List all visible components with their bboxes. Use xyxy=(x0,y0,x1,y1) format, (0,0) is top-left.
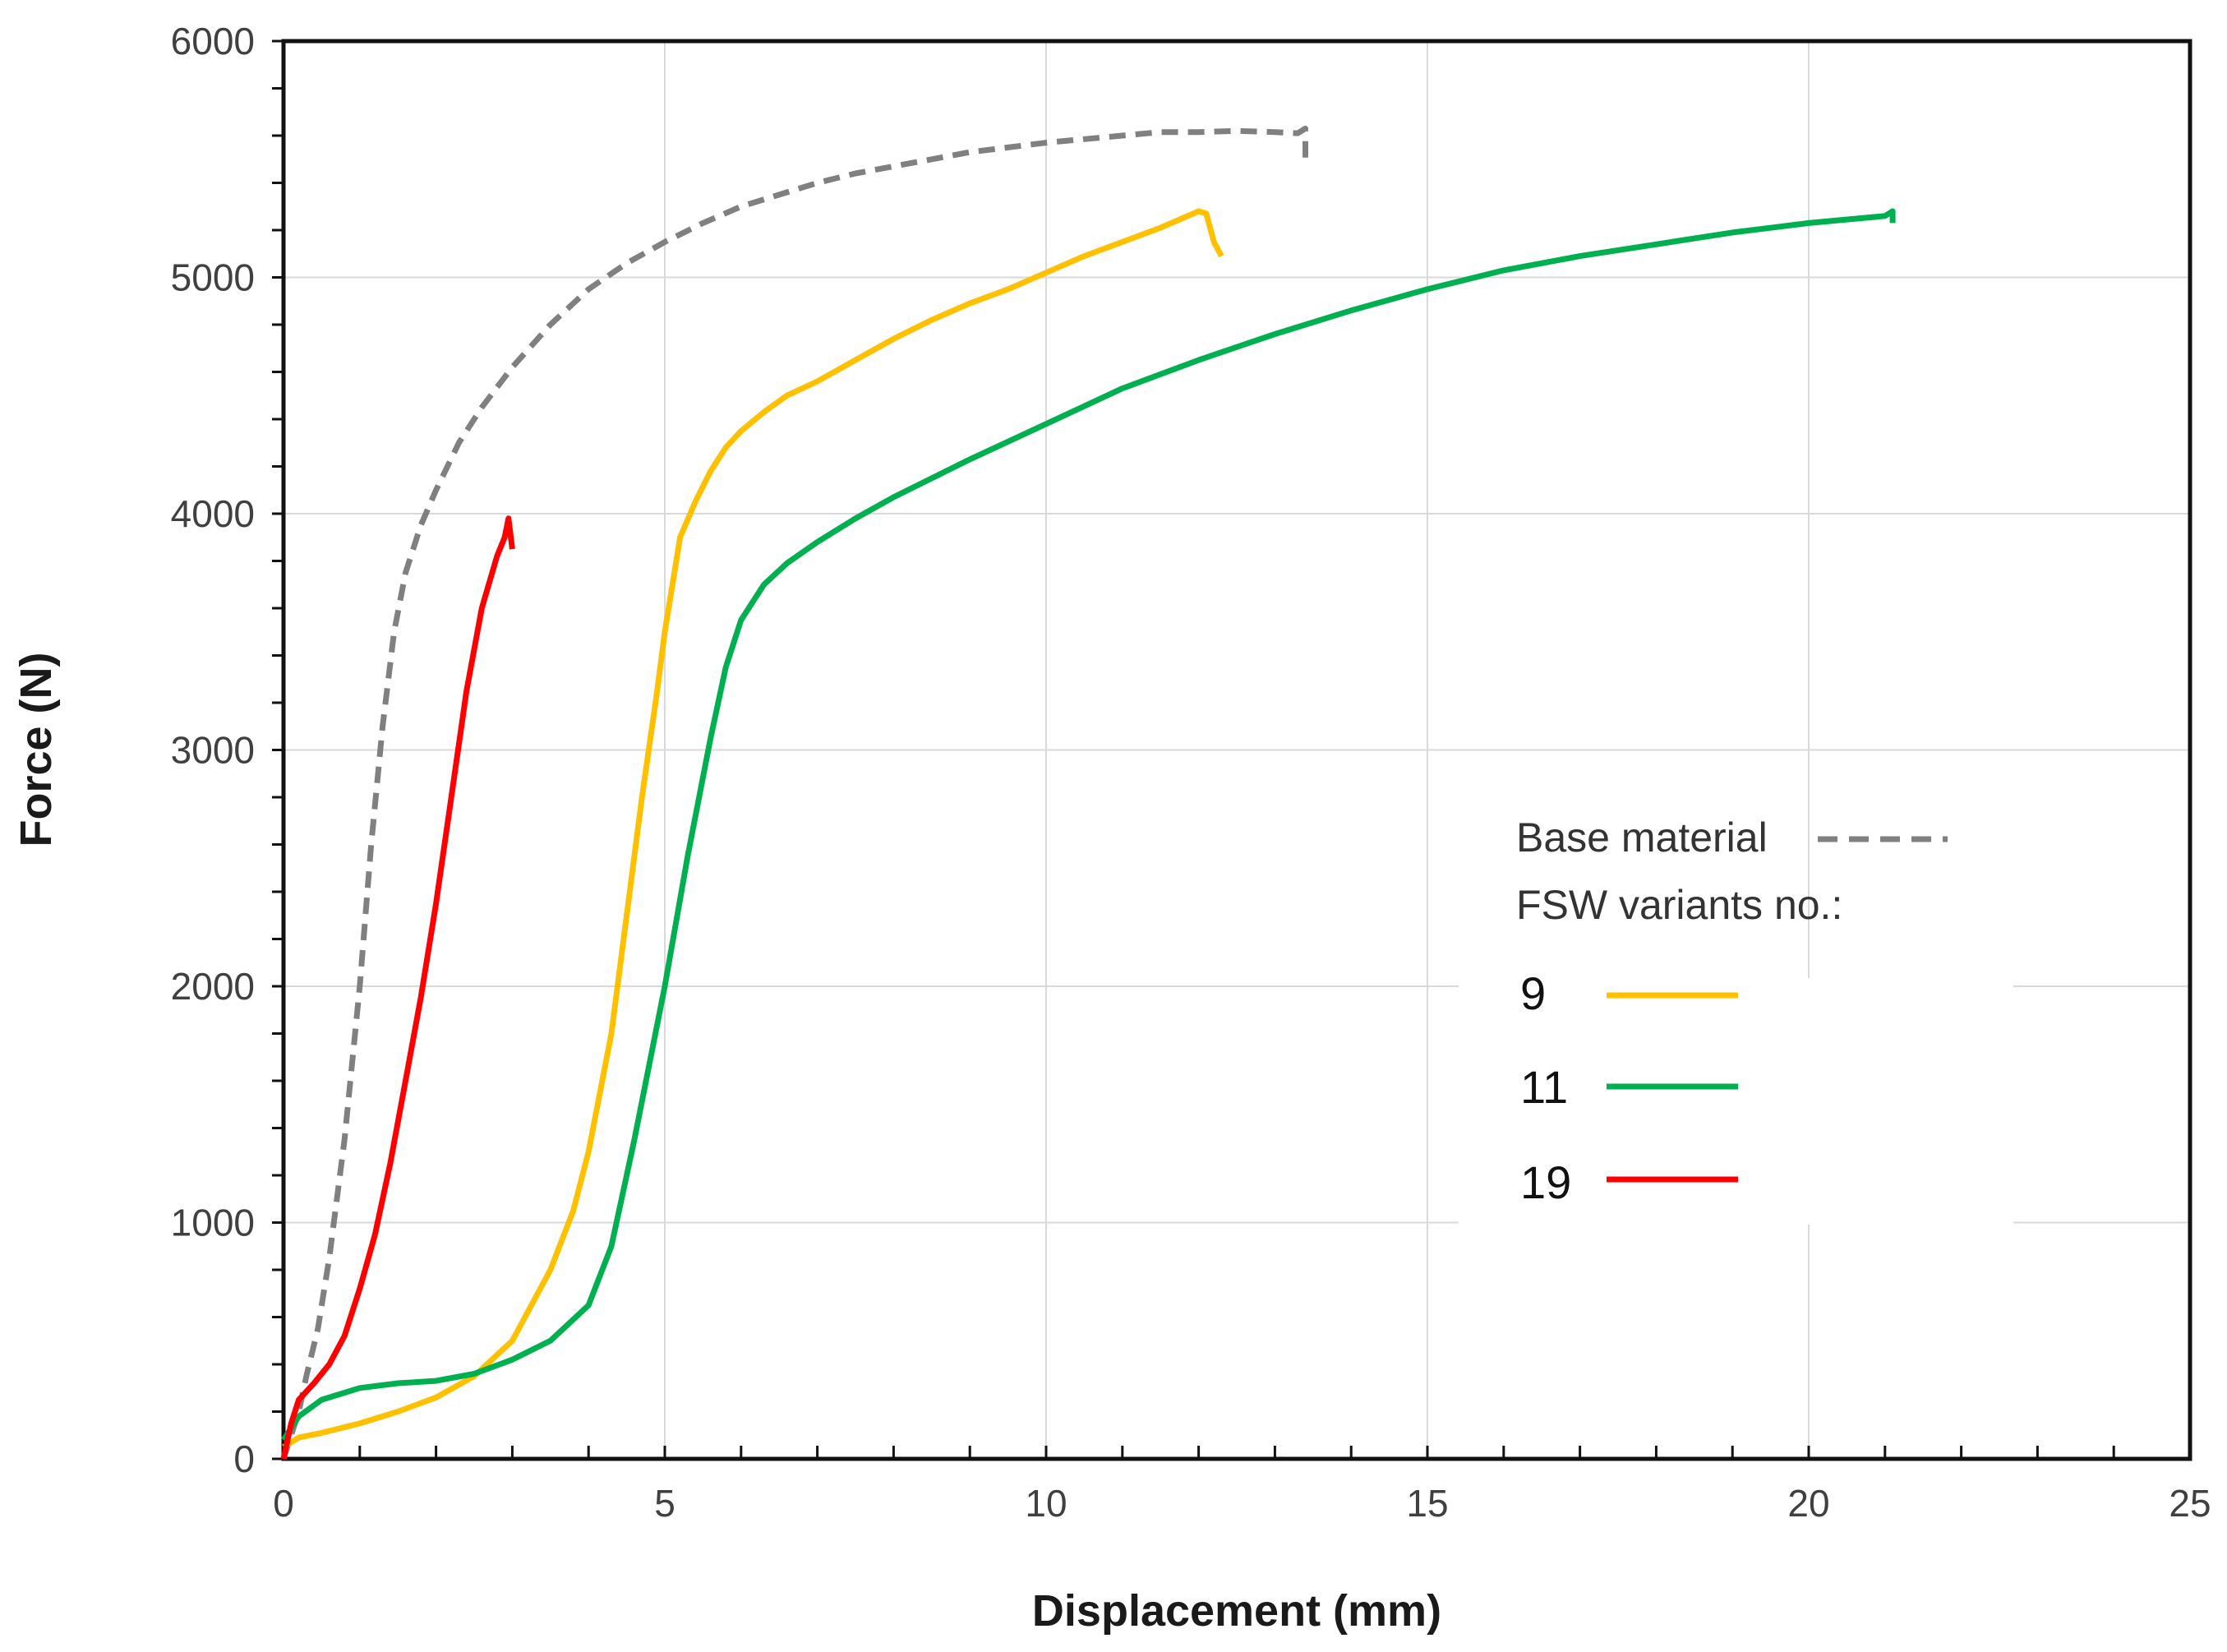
legend-label-fsw-variants: FSW variants no.: xyxy=(1516,882,1842,928)
x-axis-title: Displacement (mm) xyxy=(1032,1586,1441,1636)
legend-label-11: 11 xyxy=(1520,1061,1568,1113)
gridlines xyxy=(284,41,2190,1459)
y-tick-label: 2000 xyxy=(171,965,255,1008)
x-tick-label: 5 xyxy=(654,1482,675,1525)
series-line-base-material xyxy=(280,125,1308,1460)
series-line-19 xyxy=(280,515,515,1460)
tick-labels: 0 5 10 15 20 25 0 1000 2000 3000 4000 5000 6000 xyxy=(171,20,2211,1525)
legend-label-19: 19 xyxy=(1520,1156,1571,1208)
y-tick-label: 4000 xyxy=(171,492,255,535)
y-tick-label: 3000 xyxy=(171,729,255,772)
legend-background xyxy=(1459,978,2013,1225)
y-tick-label: 1000 xyxy=(171,1202,255,1244)
y-tick-label: 0 xyxy=(233,1437,255,1480)
x-tick-label: 10 xyxy=(1025,1482,1067,1525)
legend-label-9: 9 xyxy=(1520,967,1546,1019)
x-tick-label: 0 xyxy=(273,1482,294,1525)
series-lines xyxy=(280,125,1896,1460)
x-tick-label: 15 xyxy=(1406,1482,1448,1525)
legend-label-base-material: Base material xyxy=(1516,814,1768,861)
y-tick-label: 5000 xyxy=(171,256,255,299)
series-line-11 xyxy=(281,208,1896,1442)
y-tick-label: 6000 xyxy=(171,20,255,62)
legend: Base material FSW variants no.: 9 11 19 xyxy=(1459,814,2013,1225)
x-tick-label: 20 xyxy=(1787,1482,1829,1525)
x-tick-label: 25 xyxy=(2169,1482,2211,1525)
y-axis-title: Force (N) xyxy=(12,652,61,847)
plot-area-border xyxy=(281,39,2192,1461)
